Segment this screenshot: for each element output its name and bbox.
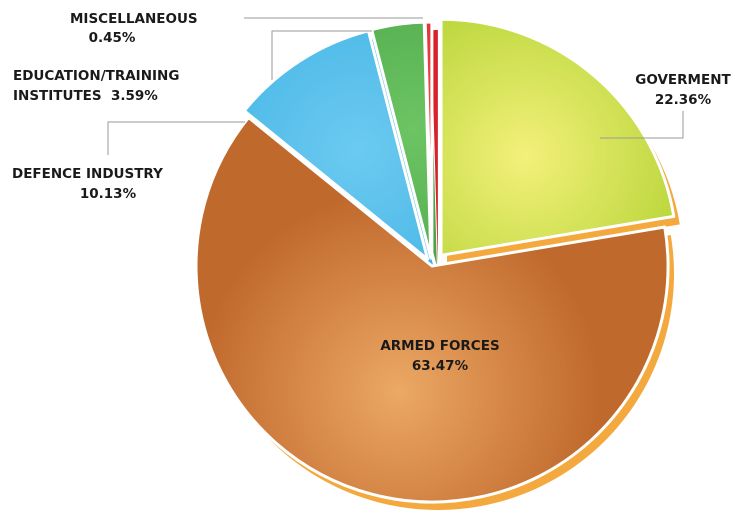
leader-line-goverment: [600, 111, 684, 139]
slice-label-miscellaneous: MISCELLANEOUS: [70, 11, 198, 27]
slice-layer: [194, 17, 676, 504]
leader-line-education: [271, 30, 372, 80]
slice-label-goverment: GOVERMENT: [635, 72, 731, 88]
slice-value-defence-industry: 10.13%: [80, 186, 137, 202]
pie-slice-defence-industry: [242, 29, 430, 261]
pie-slice-goverment: [439, 17, 676, 257]
slice-label-defence-industry: DEFENCE INDUSTRY: [12, 166, 163, 182]
slice-label-education-line1: EDUCATION/TRAINING: [13, 68, 179, 84]
slice-label-education-line2: INSTITUTES 3.59%: [13, 88, 158, 104]
leader-line-defence-industry: [107, 121, 245, 155]
slice-label-armed-forces: ARMED FORCES: [380, 338, 499, 354]
slice-labels: MISCELLANEOUS 0.45% EDUCATION/TRAINING I…: [12, 11, 731, 374]
slice-value-armed-forces: 63.47%: [412, 358, 469, 374]
leader-lines: [107, 17, 684, 155]
pie-slice-armed-forces: [194, 116, 670, 504]
slice-value-goverment: 22.36%: [655, 92, 712, 108]
pie-slice-miscellaneous: [423, 20, 434, 260]
slice-value-miscellaneous: 0.45%: [89, 30, 136, 46]
